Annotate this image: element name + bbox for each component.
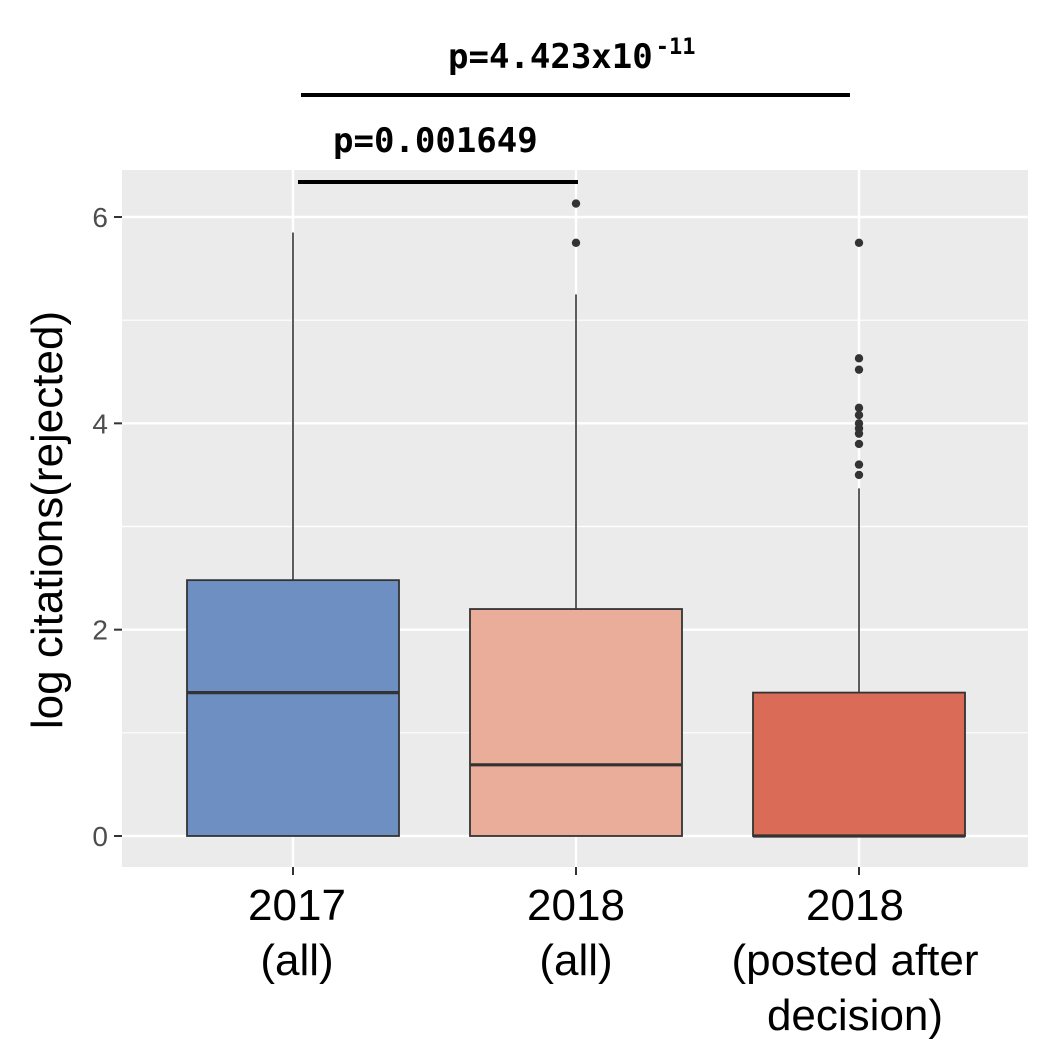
y-tick-label: 6 <box>92 202 108 233</box>
box-iqr <box>752 691 966 837</box>
outlier-point <box>854 403 864 413</box>
y-axis-label: log citations(rejected) <box>23 311 72 729</box>
p-value-label: p=0.001649 <box>333 121 538 161</box>
outlier-point <box>854 439 864 449</box>
outlier-point <box>854 354 864 363</box>
significance-annotations: p=0.001649 p=4.423x10 -11 <box>298 35 850 184</box>
p-value-exponent: -11 <box>656 35 696 60</box>
box-iqr <box>469 608 683 837</box>
outlier-point <box>854 419 864 428</box>
box-2 <box>469 199 683 837</box>
y-tick-label: 2 <box>92 615 108 646</box>
outlier-point <box>571 199 581 208</box>
x-category-label: 2018 <box>527 881 625 930</box>
outlier-point <box>854 460 864 469</box>
outlier-point <box>854 365 864 374</box>
x-axis-category-labels: 2017 (all) 2018 (all) 2018 (posted after decis… <box>248 881 978 1040</box>
p-value-label: p=4.423x10 <box>448 37 653 77</box>
outlier-point <box>854 410 864 420</box>
x-category-label: (all) <box>260 936 333 985</box>
outlier-point <box>571 238 581 247</box>
outlier-point <box>854 238 864 247</box>
outlier-point <box>854 470 864 480</box>
y-tick-label: 4 <box>92 408 108 439</box>
boxes <box>186 199 966 838</box>
y-tick-label: 0 <box>92 821 108 852</box>
x-category-label: 2017 <box>248 881 346 930</box>
x-category-label: 2018 <box>806 881 904 930</box>
box-iqr <box>186 579 400 837</box>
x-category-label: (all) <box>539 936 612 985</box>
box-1 <box>186 232 400 837</box>
x-category-label: (posted after <box>731 936 978 985</box>
x-category-label: decision) <box>767 991 943 1040</box>
box-3 <box>752 238 966 838</box>
y-axis-ticks: 0 2 4 6 <box>92 202 860 875</box>
